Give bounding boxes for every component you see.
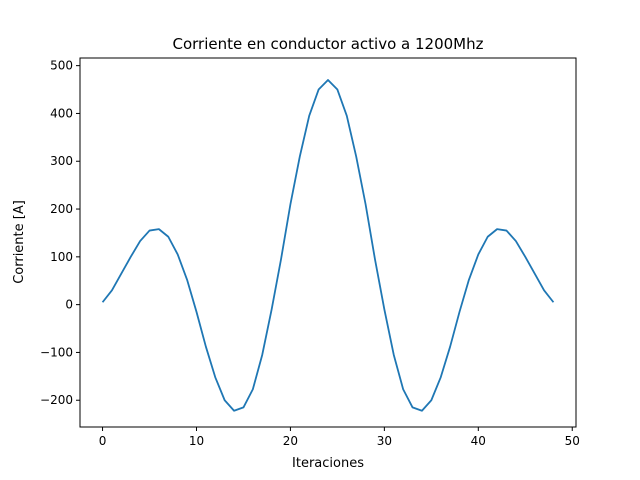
x-tick-label: 0 xyxy=(99,434,107,448)
x-tick-label: 50 xyxy=(565,434,580,448)
x-tick-label: 30 xyxy=(377,434,392,448)
x-tick-label: 10 xyxy=(189,434,204,448)
y-tick-label: 100 xyxy=(50,250,73,264)
y-tick-label: −100 xyxy=(40,345,73,359)
y-tick-label: 300 xyxy=(50,154,73,168)
y-axis-label: Corriente [A] xyxy=(12,200,27,284)
plot-area xyxy=(101,79,555,412)
y-tick-label: 400 xyxy=(50,106,73,120)
series-line-0 xyxy=(101,79,555,412)
y-tick-label: 500 xyxy=(50,59,73,73)
x-tick-label: 20 xyxy=(283,434,298,448)
y-tick-label: 200 xyxy=(50,202,73,216)
chart-title: Corriente en conductor activo a 1200Mhz xyxy=(173,35,484,53)
x-tick-label: 40 xyxy=(471,434,486,448)
y-tick-label: −200 xyxy=(40,393,73,407)
x-axis: 0 10 20 30 40 50 xyxy=(99,427,580,448)
x-axis-label: Iteraciones xyxy=(292,456,364,471)
y-axis: −200 −100 0 100 200 300 400 500 xyxy=(40,59,80,407)
y-tick-label: 0 xyxy=(65,298,73,312)
axes-frame xyxy=(79,57,577,428)
